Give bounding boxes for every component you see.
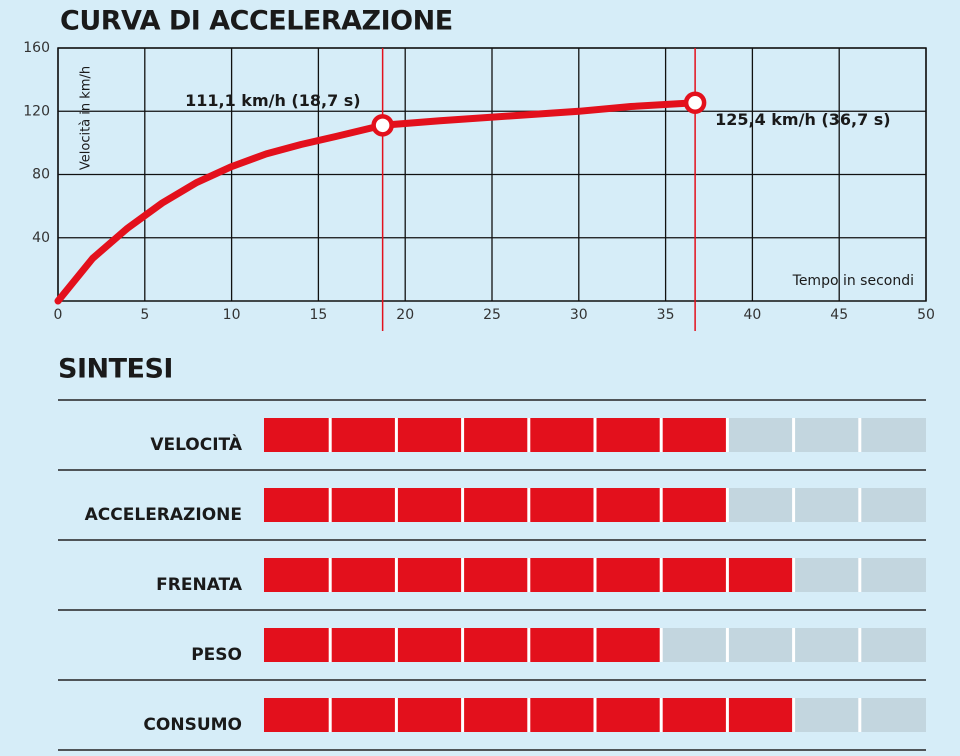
- x-tick-label: 30: [570, 307, 588, 323]
- y-tick-label: 80: [32, 167, 50, 183]
- bar: [264, 418, 728, 452]
- chart-title: SINTESI: [58, 354, 173, 385]
- curve: [54, 99, 699, 305]
- point-marker: [371, 114, 394, 137]
- x-tick-label: 0: [54, 307, 63, 323]
- x-tick-label: 10: [223, 307, 241, 323]
- annotation: 111,1 km/h (18,7 s): [185, 91, 361, 110]
- category-label: PESO: [191, 645, 242, 665]
- plot-frame: [57, 47, 927, 302]
- category-label: VELOCITÀ: [150, 433, 243, 455]
- x-tick-label: 15: [309, 307, 327, 323]
- y-tick-label: 40: [32, 230, 50, 246]
- bar: [264, 488, 728, 522]
- category-label: FRENATA: [156, 575, 243, 595]
- point-marker: [683, 91, 707, 114]
- y-tick-label: 120: [23, 103, 50, 119]
- annotation: 125,4 km/h (36,7 s): [715, 110, 891, 129]
- category-label: CONSUMO: [143, 715, 242, 735]
- x-axis-label: Tempo in secondi: [792, 273, 914, 289]
- x-tick-label: 50: [917, 307, 935, 323]
- chart-title: CURVA DI ACCELERAZIONE: [60, 6, 453, 37]
- x-tick-label: 35: [657, 307, 675, 323]
- x-tick-label: 40: [743, 307, 761, 323]
- x-tick-label: 5: [140, 307, 149, 323]
- y-axis-label: Velocità in km/h: [79, 66, 94, 170]
- x-tick-label: 20: [396, 307, 414, 323]
- category-label: ACCELERAZIONE: [85, 505, 242, 525]
- x-tick-label: 25: [483, 307, 501, 323]
- x-tick-label: 45: [830, 307, 848, 323]
- y-tick-label: 160: [23, 40, 50, 56]
